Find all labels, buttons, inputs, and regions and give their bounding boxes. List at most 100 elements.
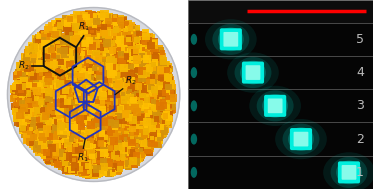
Point [35, 64, 41, 67]
Point [126, 81, 132, 84]
Point [33, 40, 39, 43]
Point [21, 63, 27, 66]
Point [46, 108, 52, 111]
Point [153, 99, 159, 102]
Point [108, 55, 114, 58]
Point [128, 153, 134, 156]
Point [47, 54, 53, 57]
Point [141, 142, 147, 145]
Point [32, 134, 38, 137]
Point [96, 28, 102, 31]
Point [13, 107, 19, 110]
Point [73, 169, 79, 172]
Point [62, 147, 68, 150]
Point [127, 81, 133, 84]
Point [73, 123, 79, 126]
Point [94, 14, 100, 17]
Point [50, 41, 56, 44]
Point [82, 51, 88, 54]
Point [84, 108, 90, 111]
Point [131, 161, 137, 164]
Point [113, 90, 119, 93]
Point [105, 102, 111, 105]
Point [97, 74, 103, 77]
Point [16, 113, 22, 116]
Point [145, 40, 151, 43]
Point [101, 57, 107, 60]
Point [138, 149, 144, 152]
Point [74, 31, 80, 34]
Point [140, 86, 146, 89]
Point [46, 118, 51, 121]
Point [45, 26, 51, 29]
Point [131, 140, 137, 143]
Point [27, 87, 33, 90]
Point [67, 16, 73, 19]
Point [78, 165, 84, 168]
Point [44, 134, 50, 137]
Point [116, 32, 122, 35]
Point [109, 129, 115, 132]
Point [61, 49, 67, 52]
Point [109, 84, 115, 88]
Point [147, 85, 153, 88]
Point [132, 47, 138, 50]
Point [75, 126, 81, 129]
Point [117, 60, 123, 63]
Point [63, 96, 69, 99]
Point [80, 52, 86, 55]
Point [166, 66, 172, 69]
Point [141, 48, 147, 51]
Point [84, 25, 90, 28]
Point [118, 85, 124, 88]
Point [45, 42, 51, 45]
Point [51, 145, 57, 148]
Point [85, 94, 91, 97]
Point [106, 40, 112, 43]
Point [155, 87, 161, 90]
Point [83, 132, 89, 136]
Point [105, 135, 111, 138]
Point [108, 57, 114, 60]
Point [91, 84, 97, 87]
Point [159, 135, 164, 138]
Point [78, 107, 84, 110]
Point [138, 92, 144, 95]
Point [78, 126, 84, 129]
Point [69, 84, 75, 87]
Point [106, 102, 112, 105]
Point [140, 57, 146, 60]
Point [106, 67, 112, 70]
Point [123, 59, 129, 62]
Point [35, 137, 41, 140]
Point [143, 109, 149, 112]
Point [37, 56, 43, 59]
Point [113, 93, 119, 96]
Point [141, 38, 147, 41]
Point [144, 58, 150, 61]
Point [158, 122, 164, 125]
Point [138, 129, 144, 132]
Point [127, 88, 133, 91]
Point [126, 160, 132, 163]
Point [87, 142, 93, 145]
Point [104, 92, 110, 95]
Point [54, 137, 60, 140]
Point [103, 31, 109, 34]
Point [94, 122, 100, 125]
Point [49, 64, 55, 67]
Point [157, 68, 163, 71]
Point [44, 105, 50, 108]
Point [47, 84, 53, 87]
Point [110, 38, 116, 41]
Point [36, 43, 42, 46]
Point [163, 120, 169, 123]
Point [72, 100, 78, 103]
Point [153, 132, 159, 135]
Point [84, 76, 90, 79]
Point [86, 84, 92, 87]
Point [168, 71, 174, 74]
Point [117, 23, 123, 26]
Point [63, 41, 69, 44]
Point [150, 84, 156, 87]
